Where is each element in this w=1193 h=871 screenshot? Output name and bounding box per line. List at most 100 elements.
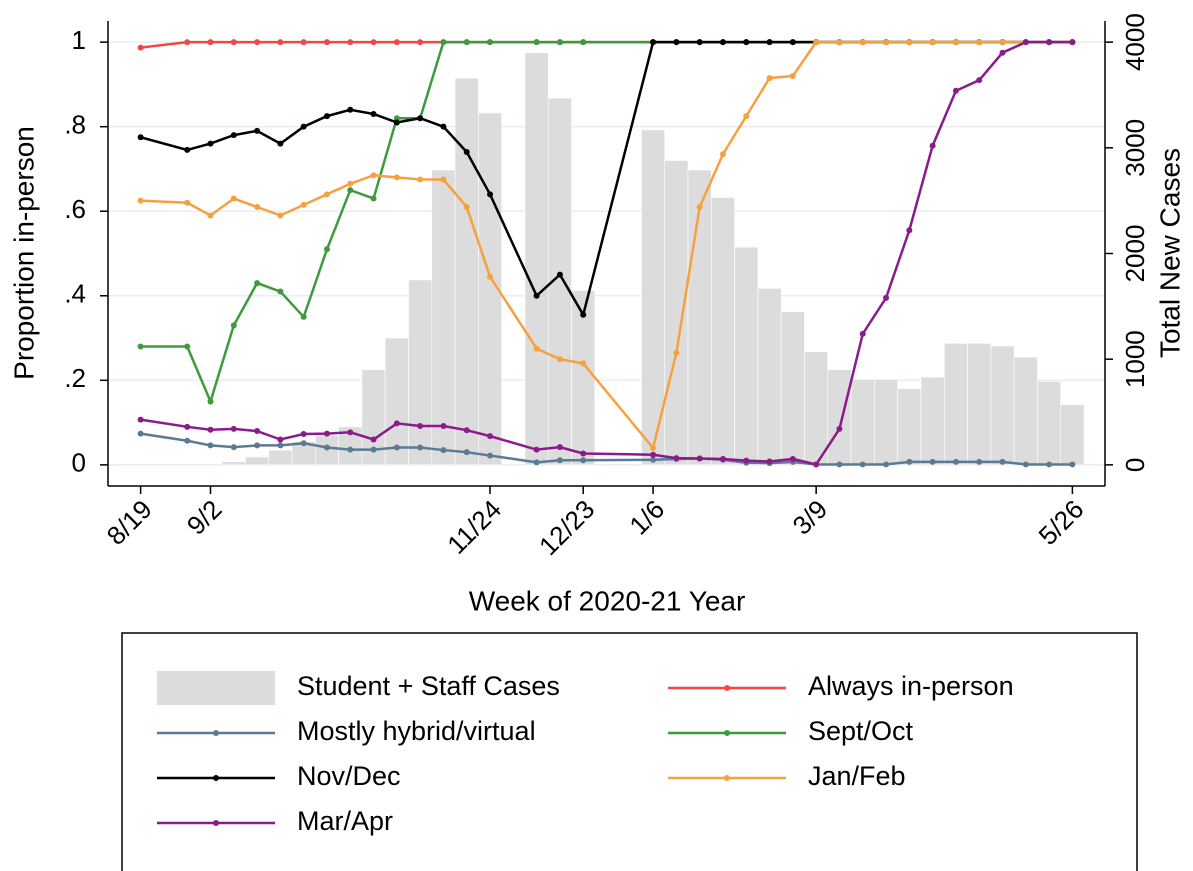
point (999, 458, 1006, 465)
point (906, 39, 913, 46)
point (207, 398, 214, 405)
legend-box (121, 632, 1138, 871)
point (323, 191, 330, 198)
bar (478, 112, 502, 466)
point (300, 123, 307, 130)
point (999, 39, 1006, 46)
point (440, 422, 447, 429)
point (766, 75, 773, 82)
point (277, 212, 284, 219)
point (906, 227, 913, 234)
y2-tick-label: 4000 (1120, 13, 1150, 71)
point (929, 142, 936, 149)
point (393, 174, 400, 181)
legend-label: Always in-person (808, 671, 1014, 701)
point (440, 123, 447, 130)
point (393, 119, 400, 126)
bar (990, 345, 1015, 466)
bar (943, 343, 968, 466)
point (883, 39, 890, 46)
bar (827, 369, 852, 466)
y2-tick-label: 1000 (1120, 330, 1150, 388)
point (719, 151, 726, 158)
point (580, 457, 587, 464)
bar (664, 160, 689, 466)
point (440, 39, 447, 46)
series-line (140, 40, 1073, 319)
point (347, 429, 354, 436)
point (859, 330, 866, 337)
point (580, 360, 587, 367)
point (277, 39, 284, 46)
point (813, 461, 820, 468)
bar (268, 449, 293, 466)
bar (734, 246, 759, 466)
point (719, 455, 726, 462)
y2-axis-label: Total New Cases (1154, 148, 1185, 358)
point (323, 444, 330, 451)
x-tick-label: 12/23 (533, 494, 600, 561)
point (440, 176, 447, 183)
legend: Student + Staff Cases Always in-person Mos… (157, 671, 1014, 836)
legend-label: Student + Staff Cases (297, 671, 560, 701)
point (137, 416, 144, 423)
bar (780, 311, 805, 466)
point (417, 444, 424, 451)
point (207, 140, 214, 147)
point (696, 39, 703, 46)
point (323, 113, 330, 120)
point (207, 39, 214, 46)
point (393, 420, 400, 427)
point (184, 343, 191, 350)
point (370, 436, 377, 443)
point (463, 427, 470, 434)
point (743, 39, 750, 46)
point (370, 172, 377, 179)
y2-tick-label: 2000 (1120, 225, 1150, 283)
point (813, 39, 820, 46)
point (650, 456, 657, 463)
point (347, 187, 354, 194)
point (254, 442, 261, 449)
point (533, 446, 540, 453)
point (556, 39, 563, 46)
point (254, 204, 261, 210)
point (137, 343, 144, 350)
point (952, 87, 959, 94)
point (533, 39, 540, 46)
point (370, 39, 377, 46)
point (277, 442, 284, 449)
bar (245, 456, 270, 466)
point (650, 39, 657, 46)
point (556, 457, 563, 464)
point (487, 39, 494, 46)
point (1022, 461, 1029, 468)
y-axis-label: Proportion in-person (8, 126, 39, 380)
point (300, 431, 307, 438)
point (277, 140, 284, 147)
legend-marker (213, 775, 219, 781)
point (463, 149, 470, 156)
point (929, 39, 936, 46)
point (673, 455, 680, 462)
point (323, 430, 330, 437)
point (137, 134, 144, 141)
point (347, 106, 354, 113)
point (347, 180, 354, 187)
x-axis-label: Week of 2020-21 Year (469, 585, 746, 616)
point (836, 425, 843, 432)
point (230, 132, 237, 139)
point (859, 461, 866, 468)
point (463, 204, 470, 210)
point (1069, 461, 1076, 468)
point (976, 39, 983, 46)
point (230, 195, 237, 202)
x-tick-label: 5/26 (1032, 494, 1089, 551)
point (976, 77, 983, 84)
legend-label: Mostly hybrid/virtual (297, 716, 536, 746)
point (393, 444, 400, 451)
x-tick-label: 1/6 (623, 494, 670, 541)
point (999, 49, 1006, 56)
y2-tick-label: 3000 (1120, 119, 1150, 177)
